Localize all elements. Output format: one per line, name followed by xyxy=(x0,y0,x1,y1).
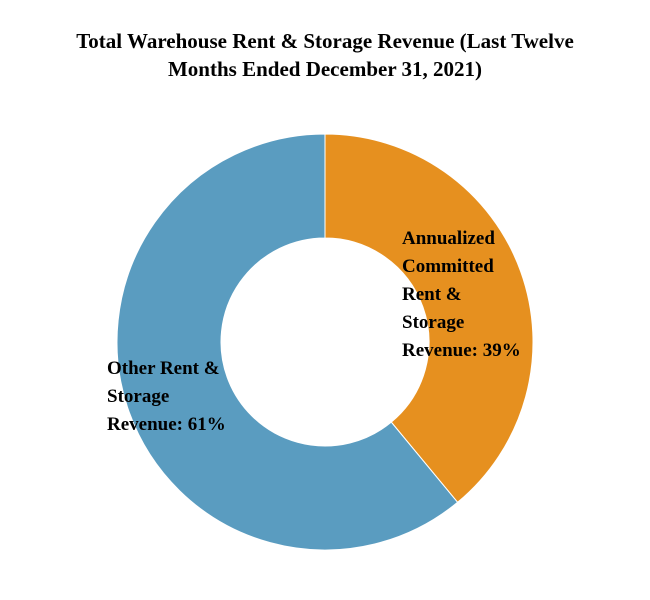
slice-label-line: Revenue: 61% xyxy=(107,414,226,435)
slice-label-line: Storage xyxy=(107,386,170,407)
slice-committed xyxy=(324,133,534,503)
slice-label-other: Other Rent & Storage Revenue: 61% xyxy=(107,355,257,439)
slice-label-line: Storage xyxy=(402,312,465,333)
chart-title: Total Warehouse Rent & Storage Revenue (… xyxy=(76,29,574,81)
slice-label-line: Annualized xyxy=(402,228,495,249)
slice-label-line: Rent & xyxy=(402,284,462,305)
slice-label-committed: Annualized Committed Rent & Storage Reve… xyxy=(402,225,552,365)
slice-label-line: Other Rent & xyxy=(107,358,220,379)
slice-label-line: Revenue: 39% xyxy=(402,340,521,361)
slice-label-line: Committed xyxy=(402,256,494,277)
slice-other xyxy=(116,133,459,551)
